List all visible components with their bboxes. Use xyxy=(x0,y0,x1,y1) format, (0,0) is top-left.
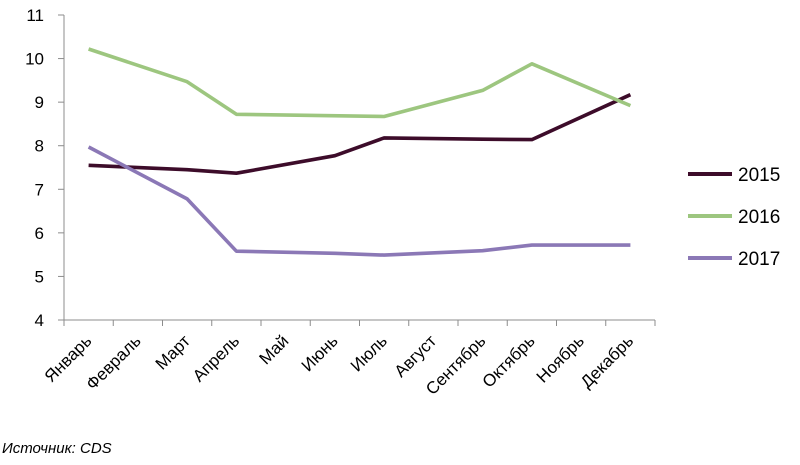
series-lines xyxy=(87,47,632,257)
legend-label-2016: 2016 xyxy=(738,207,780,228)
x-tick-label: Апрель xyxy=(189,331,243,385)
source-note: Источник: CDS xyxy=(2,440,112,457)
series-line-2017 xyxy=(87,145,631,257)
y-tick-label: 6 xyxy=(35,224,44,243)
legend: 2015 2016 2017 xyxy=(688,165,780,270)
legend-label-2017: 2017 xyxy=(738,249,780,270)
y-tick-label: 4 xyxy=(35,311,44,330)
x-tick-label: Февраль xyxy=(82,331,144,393)
y-tick-label: 7 xyxy=(35,180,44,199)
chart-axes xyxy=(58,14,656,326)
series-line-2015 xyxy=(88,93,632,175)
y-tick-label: 11 xyxy=(26,6,44,25)
x-tick-label: Декабрь xyxy=(577,331,637,391)
y-axis-labels: 4 5 6 7 8 9 10 11 xyxy=(25,6,44,330)
y-tick-label: 8 xyxy=(35,137,44,156)
x-tick-label: Октябрь xyxy=(479,331,539,391)
y-tick-label: 9 xyxy=(35,93,44,112)
y-tick-label: 5 xyxy=(35,267,44,286)
legend-label-2015: 2015 xyxy=(738,165,780,186)
x-tick-label: Июнь xyxy=(298,331,342,375)
series-line-2016 xyxy=(88,47,632,119)
x-tick-label: Июль xyxy=(347,331,391,375)
y-tick-label: 10 xyxy=(25,50,44,69)
x-tick-label: Май xyxy=(255,331,292,368)
x-tick-label: Март xyxy=(152,331,194,373)
